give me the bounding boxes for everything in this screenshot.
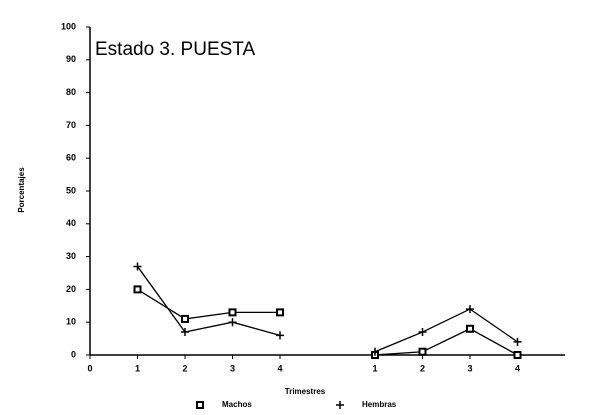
legend-marker (336, 401, 344, 409)
x-tick-label: 0 (87, 363, 92, 373)
x-tick-label: 4 (277, 363, 282, 373)
x-tick-label: 1 (372, 363, 377, 373)
legend-label: Hembras (362, 400, 397, 409)
series-line (136, 266, 281, 336)
marker (228, 318, 237, 327)
y-tick-label: 60 (66, 153, 76, 163)
marker (418, 347, 427, 356)
series-line (374, 328, 518, 356)
x-tick-label: 1 (135, 363, 140, 373)
x-tick-label: 2 (182, 363, 187, 373)
x-tick-label: 3 (230, 363, 235, 373)
y-tick-label: 40 (66, 218, 76, 228)
marker (513, 351, 522, 359)
y-tick-label: 90 (66, 54, 76, 64)
marker (466, 324, 474, 333)
marker (466, 305, 474, 314)
y-tick-label: 70 (66, 120, 76, 130)
legend-marker (196, 401, 204, 409)
y-tick-label: 10 (66, 317, 76, 327)
y-tick-label: 30 (66, 251, 76, 261)
marker (418, 328, 427, 337)
series-line (137, 288, 280, 320)
marker (371, 347, 379, 356)
marker (181, 314, 189, 323)
x-axis-label: Trimestres (285, 387, 326, 396)
marker (513, 337, 522, 346)
y-axis-label: Porcentajes (17, 167, 26, 213)
x-tick-label: 2 (420, 363, 425, 373)
marker (133, 285, 142, 294)
marker (133, 262, 142, 271)
marker (276, 308, 284, 317)
marker (228, 308, 237, 317)
y-tick-label: 80 (66, 87, 76, 97)
marker (181, 328, 189, 337)
y-tick-label: 100 (61, 21, 76, 31)
x-tick-label: 4 (515, 363, 520, 373)
y-tick-label: 0 (71, 349, 76, 359)
series-line (374, 308, 518, 353)
chart-annotation: Estado 3. PUESTA (95, 39, 255, 60)
marker (276, 331, 284, 340)
y-tick-label: 50 (66, 185, 76, 195)
y-tick-label: 20 (66, 284, 76, 294)
legend-label: Machos (222, 400, 252, 409)
x-tick-label: 3 (467, 363, 472, 373)
